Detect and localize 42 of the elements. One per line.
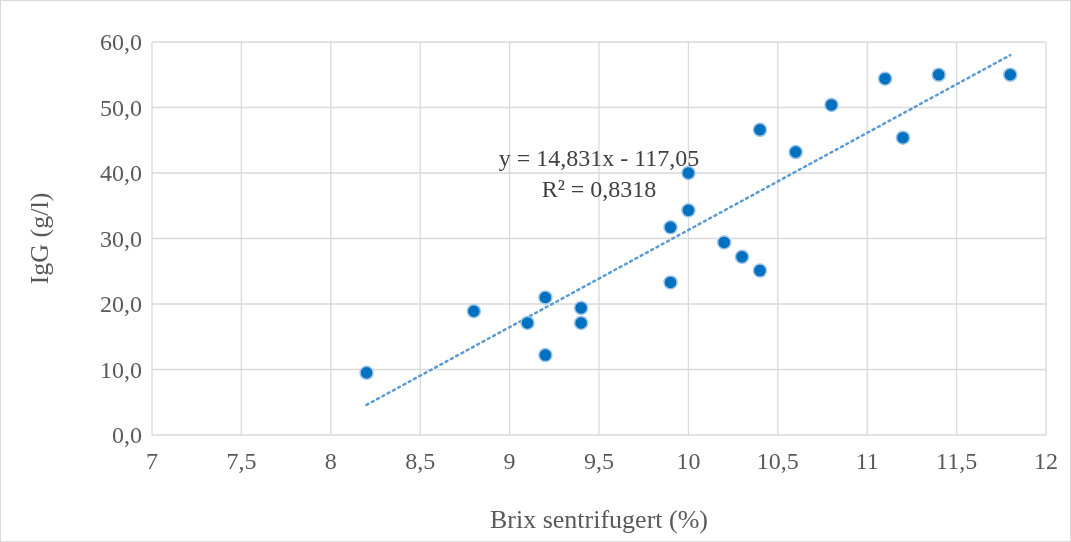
point	[663, 220, 678, 235]
point	[788, 144, 803, 160]
point	[466, 303, 482, 319]
x-tick-label: 7	[146, 448, 158, 474]
x-tick-label: 7,5	[226, 448, 257, 474]
point	[877, 71, 893, 86]
point	[538, 347, 553, 363]
point	[752, 122, 768, 138]
y-axis-title: IgG (g/l)	[25, 192, 54, 285]
y-tick-label: 40,0	[100, 160, 142, 187]
annotation: R² = 0,8318	[541, 176, 657, 203]
point	[573, 300, 589, 316]
x-tick-label: 8	[324, 448, 337, 474]
y-tick-label: 60,0	[100, 29, 142, 56]
y-tick-label: 50,0	[100, 94, 142, 121]
point	[573, 315, 589, 331]
point	[663, 275, 678, 290]
point	[734, 249, 750, 265]
point	[824, 97, 839, 113]
x-tick-label: 8,5	[405, 448, 436, 474]
x-tick-label: 10,5	[756, 448, 799, 474]
point	[359, 365, 374, 381]
point	[538, 290, 553, 305]
point	[716, 235, 732, 250]
y-tick-label: 30,0	[100, 225, 142, 252]
point	[752, 263, 768, 278]
x-tick-label: 9	[503, 448, 516, 474]
x-axis-title: Brix sentrifugert (%)	[489, 505, 709, 534]
x-tick-label: 10	[676, 448, 701, 474]
y-tick-label: 0,0	[112, 422, 142, 449]
y-tick-label: 10,0	[100, 356, 142, 383]
point	[681, 203, 696, 218]
point	[895, 130, 911, 145]
annotation: y = 14,831x - 117,05	[498, 145, 700, 172]
point	[931, 67, 946, 82]
point	[1002, 67, 1018, 82]
y-tick-label: 20,0	[100, 291, 142, 318]
point	[520, 315, 535, 331]
x-tick-label: 9,5	[584, 448, 614, 474]
x-tick-label: 11,5	[936, 448, 978, 474]
x-tick-label: 11	[855, 448, 879, 474]
x-tick-label: 12	[1034, 448, 1058, 474]
